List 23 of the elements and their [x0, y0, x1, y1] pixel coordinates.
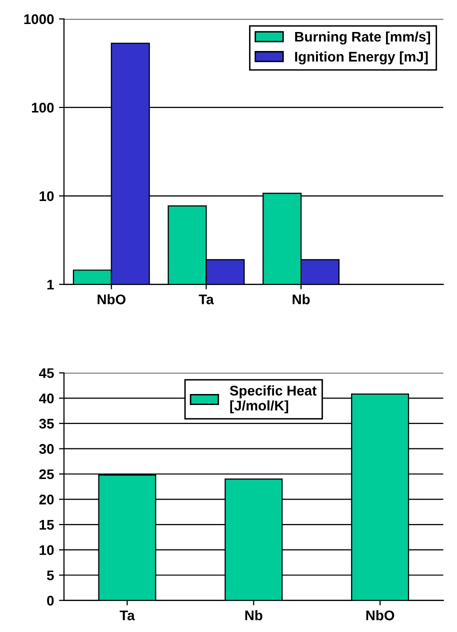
- x-tick-label: Nb: [245, 610, 262, 620]
- legend-label: Burning Rate [mm/s]: [295, 31, 430, 44]
- y-tick-label: 5: [46, 570, 54, 580]
- y-tick-label: 1: [47, 280, 54, 290]
- y-tick-label: 10: [40, 191, 54, 202]
- y-tick-label: 100: [32, 102, 54, 113]
- y-tick-label: 35: [39, 418, 54, 429]
- x-tick-label: Ta: [198, 294, 214, 304]
- legend-label: Specific Heat [J/mol/K]: [230, 385, 317, 414]
- y-tick-label: 15: [40, 520, 54, 530]
- y-tick-label: 20: [39, 494, 54, 504]
- y-tick-label: 0: [47, 596, 54, 606]
- y-tick-label: 45: [39, 368, 54, 378]
- y-tick-label: 40: [39, 393, 54, 404]
- x-tick-label: Ta: [120, 610, 135, 620]
- y-tick-label: 10: [40, 545, 54, 556]
- y-tick-label: 1000: [24, 14, 54, 24]
- x-tick-label: Nb: [292, 294, 310, 304]
- y-tick-label: 30: [39, 444, 54, 454]
- x-tick-label: NbO: [98, 294, 126, 304]
- x-tick-label: NbO: [366, 610, 394, 620]
- legend-label: Ignition Energy [mJ]: [295, 51, 428, 64]
- y-tick-label: 25: [39, 469, 54, 480]
